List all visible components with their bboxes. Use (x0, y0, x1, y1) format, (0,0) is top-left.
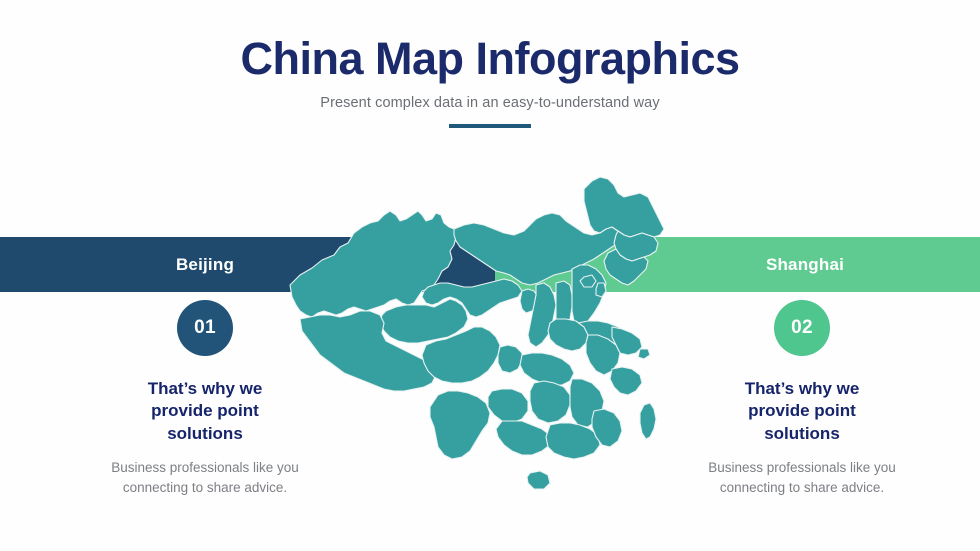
header: China Map Infographics Present complex d… (0, 34, 980, 128)
column-heading-01: That’s why we provide point solutions (147, 379, 263, 443)
info-column-02: 02 That’s why we provide point solutions… (672, 300, 932, 498)
badge-number-02: 02 (774, 300, 830, 356)
badge-number-01: 01 (177, 300, 233, 356)
page-title: China Map Infographics (240, 33, 740, 84)
column-body-02: Business professionals like you connecti… (708, 460, 896, 496)
column-heading-02: That’s why we provide point solutions (744, 379, 860, 443)
column-body-01: Business professionals like you connecti… (111, 460, 299, 496)
china-map (278, 163, 698, 513)
band-label-shanghai: Shanghai (765, 255, 845, 274)
info-column-01: 01 That’s why we provide point solutions… (75, 300, 335, 498)
title-divider (449, 123, 531, 128)
page-subtitle: Present complex data in an easy-to-under… (320, 94, 660, 111)
china-provinces (289, 176, 665, 490)
band-label-beijing: Beijing (175, 255, 235, 274)
